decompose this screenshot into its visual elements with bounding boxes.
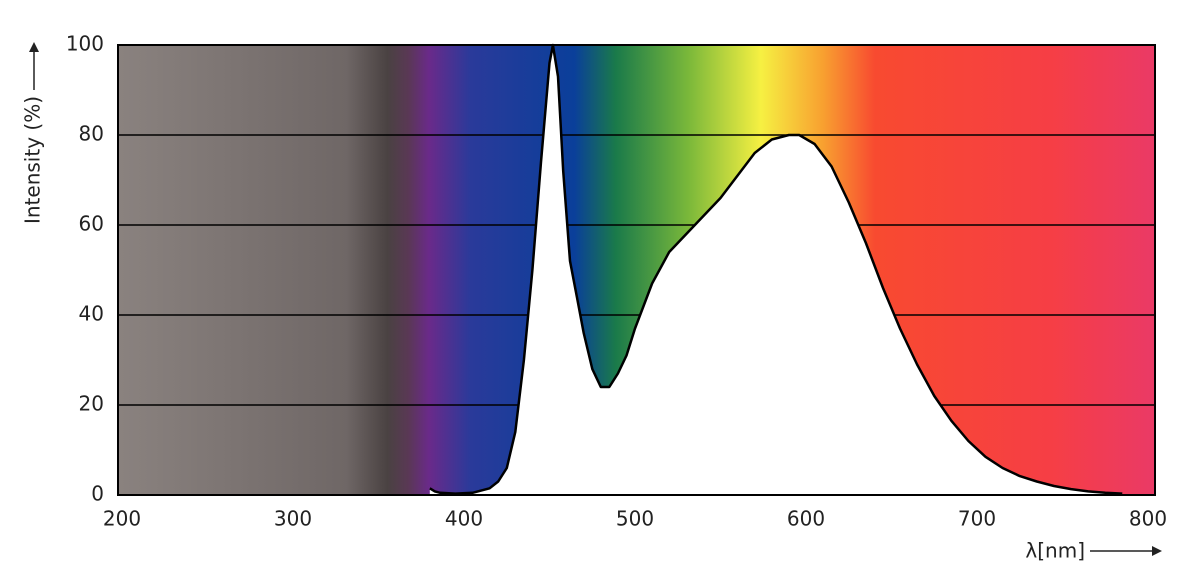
x-axis-arrowhead <box>1152 546 1162 556</box>
y-tick-label: 60 <box>79 212 104 236</box>
x-tick-label: 400 <box>445 507 483 531</box>
spectrum-line <box>429 43 1123 495</box>
y-tick-label: 20 <box>79 392 104 416</box>
y-axis-label: Intensity (%) <box>21 96 45 224</box>
y-tick-label: 40 <box>79 302 104 326</box>
y-axis-arrowhead <box>29 42 39 52</box>
x-tick-label: 200 <box>103 507 141 531</box>
x-tick-label: 800 <box>1129 507 1167 531</box>
x-axis-label: λ[nm] <box>1025 539 1085 563</box>
x-tick-label: 600 <box>787 507 825 531</box>
x-tick-label: 700 <box>958 507 996 531</box>
y-tick-label: 80 <box>79 122 104 146</box>
y-tick-label: 0 <box>91 482 104 506</box>
y-tick-label: 100 <box>66 32 104 56</box>
area-fill <box>429 45 1123 495</box>
plot-frame <box>117 44 1156 496</box>
x-tick-label: 300 <box>274 507 312 531</box>
x-tick-label: 500 <box>616 507 654 531</box>
